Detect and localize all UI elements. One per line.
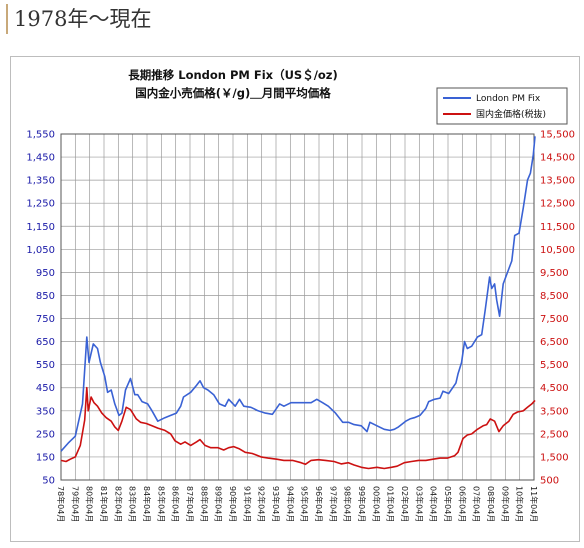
right-tick-label: 8,500 [540, 291, 569, 302]
left-tick-label: 1,250 [26, 199, 55, 210]
x-tick-label: 89年04月 [214, 486, 224, 522]
x-tick-label: 03年04月 [414, 486, 424, 522]
x-tick-label: 05年04月 [443, 486, 453, 522]
x-tick-label: 81年04月 [99, 486, 109, 522]
x-tick-label: 01年04月 [386, 486, 396, 522]
right-tick-label: 1,500 [540, 452, 569, 463]
x-tick-label: 87年04月 [185, 486, 195, 522]
x-tick-label: 94年04月 [285, 486, 295, 522]
right-tick-label: 13,500 [540, 176, 575, 187]
chart-canvas: 長期推移 London PM Fix（US＄/oz) 国内金小売価格(￥/g)＿… [26, 68, 575, 522]
x-tick-label: 11年04月 [529, 486, 539, 522]
left-tick-label: 850 [36, 291, 55, 302]
left-tick-label: 50 [42, 476, 55, 487]
x-tick-label: 96年04月 [314, 486, 324, 522]
x-tick-label: 91年04月 [242, 486, 252, 522]
x-tick-label: 84年04月 [142, 486, 152, 522]
legend-label-london: London PM Fix [476, 94, 541, 104]
x-tick-label: 10年04月 [515, 486, 525, 522]
x-tick-label: 83年04月 [128, 486, 138, 522]
left-tick-label: 250 [36, 429, 55, 440]
right-tick-label: 12,500 [540, 199, 575, 210]
left-tick-label: 1,150 [26, 222, 55, 233]
left-tick-label: 1,350 [26, 176, 55, 187]
x-tick-label: 79年04月 [70, 486, 80, 522]
chart-subtitle: 国内金小売価格(￥/g)＿月間平均価格 [135, 86, 331, 100]
x-tick-label: 04年04月 [429, 486, 439, 522]
x-tick-label: 82年04月 [113, 486, 123, 522]
legend-box [436, 87, 568, 125]
plot-area [60, 133, 535, 481]
right-tick-label: 15,500 [540, 130, 575, 141]
x-tick-label: 99年04月 [357, 486, 367, 522]
x-tick-label: 95年04月 [300, 486, 310, 522]
right-axis-ticks: 500 1,500 2,500 3,500 4,500 5,500 6,500 7,500 8,… [540, 130, 575, 487]
x-tick-label: 93年04月 [271, 486, 281, 522]
series-line-london-pm-fix [60, 136, 536, 452]
x-axis-ticks: 78年04月 79年04月 80年04月 81年04月 82年04月 83年04月 84年0… [56, 486, 539, 522]
right-tick-label: 9,500 [540, 268, 569, 279]
x-tick-label: 00年04月 [371, 486, 381, 522]
chart-frame: 長期推移 London PM Fix（US＄/oz) 国内金小売価格(￥/g)＿… [10, 56, 580, 542]
left-tick-label: 350 [36, 406, 55, 417]
x-tick-label: 78年04月 [56, 486, 66, 522]
left-axis-ticks: 50 150 250 350 450 550 650 750 850 950 1,050 1,150 1… [26, 130, 55, 487]
x-tick-label: 08年04月 [486, 486, 496, 522]
left-tick-label: 550 [36, 360, 55, 371]
x-tick-label: 92年04月 [257, 486, 267, 522]
x-tick-label: 80年04月 [85, 486, 95, 522]
left-tick-label: 950 [36, 268, 55, 279]
right-tick-label: 14,500 [540, 153, 575, 164]
right-tick-label: 10,500 [540, 245, 575, 256]
series-line-domestic-gold-price [60, 386, 536, 470]
page-heading: 1978年～現在 [6, 4, 151, 34]
x-tick-label: 85年04月 [156, 486, 166, 522]
x-tick-label: 86年04月 [171, 486, 181, 522]
left-tick-label: 450 [36, 383, 55, 394]
x-tick-label: 06年04月 [457, 486, 467, 522]
right-tick-label: 500 [540, 476, 559, 487]
series-layer [60, 136, 536, 470]
chart-title: 長期推移 London PM Fix（US＄/oz) [128, 68, 338, 82]
right-tick-label: 4,500 [540, 383, 569, 394]
left-tick-label: 150 [36, 452, 55, 463]
right-tick-label: 2,500 [540, 429, 569, 440]
left-tick-label: 650 [36, 337, 55, 348]
right-tick-label: 5,500 [540, 360, 569, 371]
left-tick-label: 1,450 [26, 153, 55, 164]
x-tick-label: 02年04月 [400, 486, 410, 522]
chart-grid [60, 133, 535, 481]
x-tick-label: 97年04月 [328, 486, 338, 522]
left-tick-label: 1,550 [26, 130, 55, 141]
chart-legend: London PM Fix 国内金価格(税抜) [436, 87, 568, 125]
right-tick-label: 3,500 [540, 406, 569, 417]
x-tick-label: 98年04月 [343, 486, 353, 522]
legend-label-domestic: 国内金価格(税抜) [476, 108, 546, 120]
right-tick-label: 7,500 [540, 314, 569, 325]
left-tick-label: 1,050 [26, 245, 55, 256]
right-tick-label: 6,500 [540, 337, 569, 348]
left-tick-label: 750 [36, 314, 55, 325]
right-tick-label: 11,500 [540, 222, 575, 233]
x-tick-label: 09年04月 [500, 486, 510, 522]
x-tick-label: 07年04月 [472, 486, 482, 522]
x-tick-label: 88年04月 [199, 486, 209, 522]
x-tick-label: 90年04月 [228, 486, 238, 522]
